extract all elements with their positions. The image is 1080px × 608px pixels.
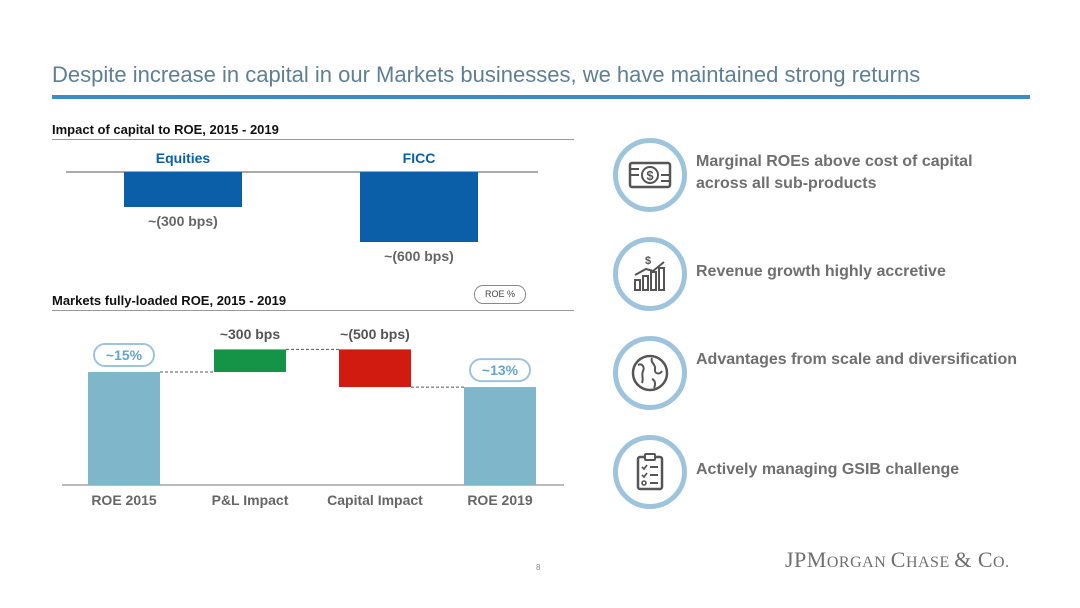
roe-bar (88, 372, 160, 485)
roe-category-label: ROE 2019 (467, 492, 533, 508)
roe-total-badge (93, 343, 155, 367)
revenue-growth-icon: $ (613, 237, 687, 311)
page-number: 8 (536, 563, 541, 572)
point-2-text: Revenue growth highly accretive (696, 263, 946, 280)
point-3-text: Advantages from scale and diversificatio… (696, 351, 1017, 368)
roe-legend-badge: ROE % (474, 285, 526, 304)
dollar-bill-icon: $ (613, 138, 687, 212)
capital-category-label: Equities (156, 150, 211, 166)
capital-bar (360, 172, 478, 242)
capital-data-label: ~(600 bps) (384, 248, 454, 264)
point-1-text: Marginal ROEs above cost of capital acro… (696, 153, 973, 192)
roe-category-label: Capital Impact (327, 492, 423, 508)
capital-data-label: ~(300 bps) (148, 213, 218, 229)
roe-waterfall-chart: ROE 2015 P&L Impact Capital Impact ROE 2019… (62, 326, 564, 508)
roe-bar (214, 349, 286, 372)
roe-data-label: ~(500 bps) (340, 326, 410, 342)
roe-bar (339, 349, 411, 388)
checklist-icon (613, 435, 687, 509)
capital-chart-title: Impact of capital to ROE, 2015 - 2019 (52, 122, 279, 137)
jpmorgan-logo: JPMORGAN CHASE & CO. (785, 547, 1010, 572)
roe-chart-title-rule (52, 310, 574, 311)
roe-data-label: ~15% (106, 347, 143, 363)
title-underline (52, 95, 1030, 99)
roe-data-label: ~300 bps (220, 326, 281, 342)
roe-bar (464, 387, 536, 485)
capital-bar (124, 172, 242, 207)
point-4-text: Actively managing GSIB challenge (696, 461, 960, 478)
roe-total-badge (469, 358, 531, 383)
globe-icon (613, 336, 687, 410)
roe-chart-title: Markets fully-loaded ROE, 2015 - 2019 (52, 293, 287, 308)
capital-impact-chart: Equities ~(300 bps) FICC ~(600 bps) (66, 150, 538, 264)
roe-data-label: ~13% (482, 362, 519, 378)
svg-text:$: $ (645, 255, 651, 267)
slide-title: Despite increase in capital in our Marke… (52, 62, 921, 87)
roe-category-label: P&L Impact (212, 492, 289, 508)
capital-category-label: FICC (403, 150, 436, 166)
svg-text:$: $ (646, 168, 654, 183)
capital-chart-title-rule (52, 139, 574, 140)
roe-category-label: ROE 2015 (91, 492, 157, 508)
